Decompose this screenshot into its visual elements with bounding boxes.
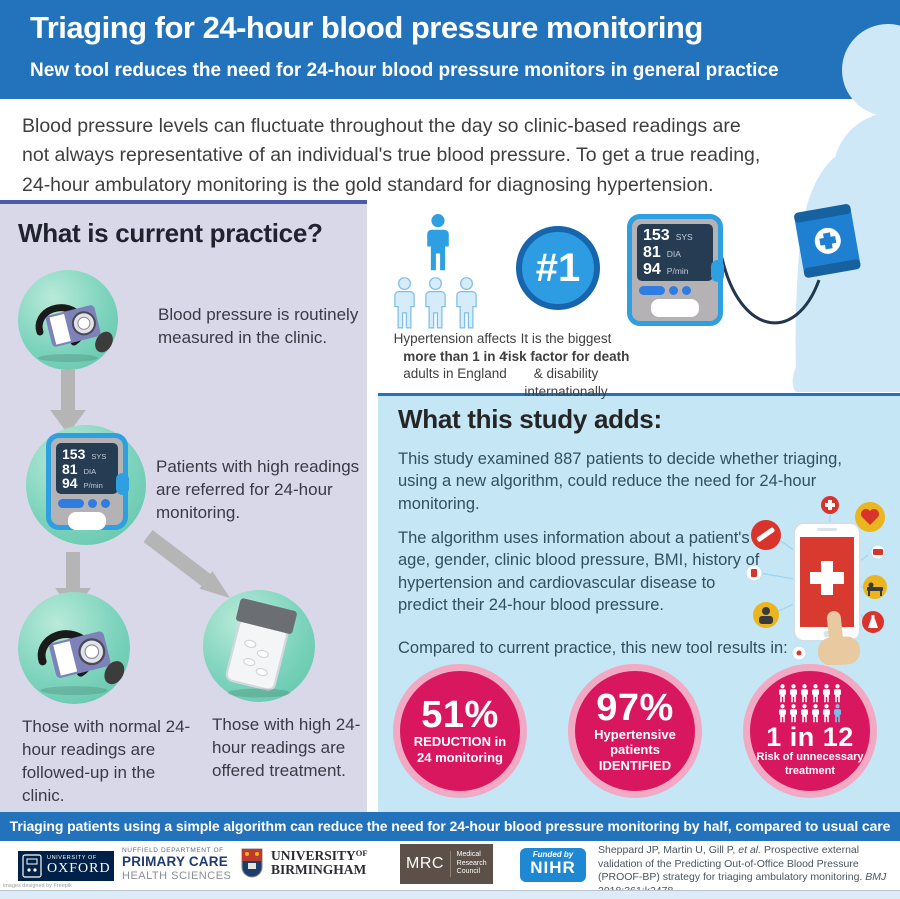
sphygmomanometer-icon xyxy=(18,592,130,704)
conclusion-banner: Triaging patients using a simple algorit… xyxy=(0,812,900,841)
highlighted-person-icon xyxy=(833,704,842,723)
page-title: Triaging for 24-hour blood pressure moni… xyxy=(30,10,703,45)
blood-pressure-cuff xyxy=(794,204,861,278)
health-app-phone-illustration xyxy=(745,496,887,665)
dia-reading: 81 xyxy=(62,460,78,477)
mrc-logo: MRC Medical Research Council xyxy=(400,844,493,884)
sys-reading: 153 xyxy=(62,446,86,462)
monitor-buttons xyxy=(639,286,711,296)
oxford-logo: UNIVERSITY OF OXFORD xyxy=(18,851,114,881)
first-aid-icon xyxy=(821,496,839,514)
citation-text: Sheppard JP, Martin U, Gill P, et al. Pr… xyxy=(598,844,887,897)
medicine-icon xyxy=(791,645,807,661)
person-outline-icon xyxy=(454,277,479,330)
pill-bottle-icon xyxy=(203,590,315,702)
sphygmomanometer-icon xyxy=(18,270,118,370)
monitor-buttons xyxy=(58,499,116,509)
pulse-reading: 94 xyxy=(62,475,78,492)
bp-monitor-body: 153 SYS 81 DIA 94 P/min xyxy=(632,219,724,321)
current-practice-title: What is current practice? xyxy=(18,218,323,248)
monitor-slot xyxy=(67,512,107,531)
page-subtitle: New tool reduces the need for 24-hour bl… xyxy=(30,60,779,81)
step1-text: Blood pressure is routinely measured in … xyxy=(158,305,359,347)
bottom-strip xyxy=(0,890,900,899)
result-value: 97% xyxy=(596,686,674,729)
monitor-knob xyxy=(116,472,129,495)
study-paragraph-3: Compared to current practice, this new t… xyxy=(398,639,788,657)
heart-rate-icon xyxy=(855,502,885,532)
ambulance-icon xyxy=(870,544,886,560)
result-risk-circle: 1 in 12 Risk of unnecessary treatment xyxy=(743,664,877,798)
dia-reading: 81 xyxy=(643,243,661,261)
prevalence-caption: Hypertension affects more than 1 in 4 ad… xyxy=(393,331,517,382)
bp-monitor-device: 153 SYS 81 DIA 94 P/min xyxy=(627,214,724,326)
intro-paragraph: Blood pressure levels can fluctuate thro… xyxy=(22,115,761,196)
step1-circle xyxy=(18,270,118,370)
study-adds-panel: What this study adds: This study examine… xyxy=(378,393,900,812)
iv-bag-icon xyxy=(745,564,763,582)
silhouette-head xyxy=(842,24,900,116)
sys-reading: 153 xyxy=(643,227,670,244)
patient-silhouette-illustration xyxy=(720,24,900,392)
nurse-icon xyxy=(753,602,779,628)
number-one-badge: #1 xyxy=(516,226,600,310)
bp-monitor-screen: 153 SYS 81 DIA 94 P/min xyxy=(56,443,118,495)
step4-text: Those with high 24-hour readings are off… xyxy=(212,715,361,780)
syringe-icon xyxy=(751,520,781,550)
result-identified-circle: 97% Hypertensive patients IDENTIFIED xyxy=(568,664,702,798)
current-practice-panel: What is current practice? Blood pressure… xyxy=(0,200,367,812)
step2-text: Patients with high readings are referred… xyxy=(156,457,360,522)
person-outline-icon xyxy=(423,277,448,330)
hospital-bed-icon xyxy=(863,575,887,599)
nuffield-logo: NUFFIELD DEPARTMENT OF PRIMARY CARE HEAL… xyxy=(122,847,232,882)
flask-icon xyxy=(862,611,884,633)
image-credit: images designed by Freepik xyxy=(3,883,72,889)
bp-monitor-device: 153 SYS 81 DIA 94 P/min xyxy=(46,433,129,531)
nihr-logo: Funded by NIHR xyxy=(520,848,586,882)
person-outline-group xyxy=(392,277,479,330)
pointing-hand-icon xyxy=(817,611,861,665)
pulse-reading: 94 xyxy=(643,260,661,278)
monitor-tube xyxy=(720,257,821,325)
silhouette-torso xyxy=(834,110,900,392)
oxford-crest-icon xyxy=(22,854,42,878)
monitor-slot xyxy=(651,299,699,318)
birmingham-crest-icon xyxy=(241,848,263,878)
birmingham-logo: UNIVERSITYOF BIRMINGHAM xyxy=(240,847,368,879)
result-value: 1 in 12 xyxy=(766,722,854,753)
footer: UNIVERSITY OF OXFORD NUFFIELD DEPARTMENT… xyxy=(0,841,900,897)
result-value: 51% xyxy=(421,694,499,737)
study-paragraph-1: This study examined 887 patients to deci… xyxy=(398,450,842,513)
bp-monitor-body: 153 SYS 81 DIA 94 P/min xyxy=(51,438,129,531)
step4-circle xyxy=(203,590,315,702)
step3-circle xyxy=(18,592,130,704)
twelve-person-icons xyxy=(778,684,842,723)
result-reduction-circle: 51% REDUCTION in 24 monitoring xyxy=(393,664,527,798)
risk-caption: It is the biggest risk factor for death … xyxy=(502,331,630,399)
step3-text: Those with normal 24-hour readings are f… xyxy=(22,717,191,805)
header-band xyxy=(0,0,900,99)
monitor-knob xyxy=(711,259,724,282)
bp-monitor-screen: 153 SYS 81 DIA 94 P/min xyxy=(637,224,713,282)
person-outline-icon xyxy=(392,277,417,330)
study-paragraph-2: The algorithm uses information about a p… xyxy=(398,529,760,614)
person-solid-icon xyxy=(424,213,452,273)
study-adds-title: What this study adds: xyxy=(398,404,662,434)
silhouette-hand xyxy=(792,354,816,392)
